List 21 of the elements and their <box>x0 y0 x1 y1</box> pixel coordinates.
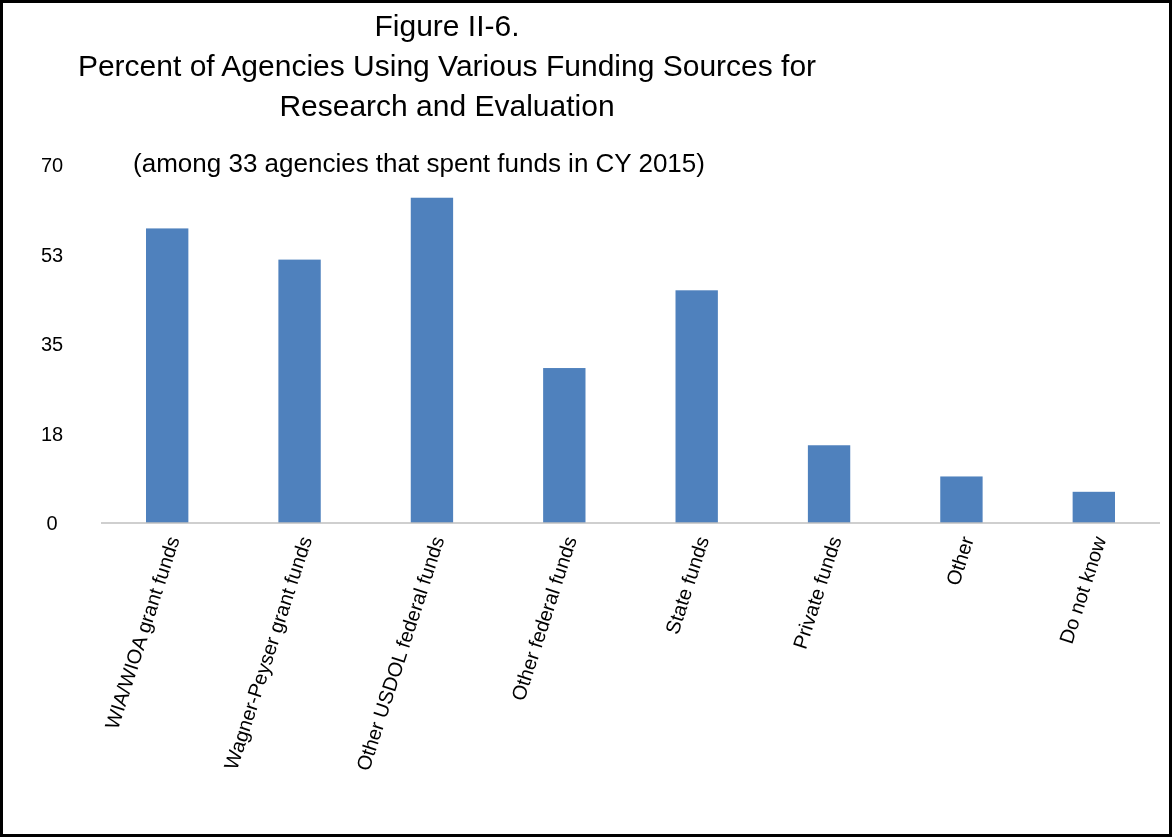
bar <box>1072 491 1115 523</box>
x-tick-label: Private funds <box>788 533 846 652</box>
x-tick-label: Other <box>941 533 978 588</box>
bar <box>807 445 851 523</box>
y-tick-label: 53 <box>40 243 64 266</box>
y-tick-label: 35 <box>40 333 64 355</box>
bar <box>543 368 586 523</box>
y-tick-label: 18 <box>40 422 64 445</box>
x-tick-label: Do not know <box>1055 533 1111 647</box>
x-tick-label: Other federal funds <box>506 533 581 704</box>
bar <box>146 228 189 523</box>
chart-subtitle: (among 33 agencies that spent funds in CY 2015) <box>133 148 705 178</box>
bar <box>410 197 454 523</box>
x-tick-label: Other USDOL federal funds <box>351 533 449 774</box>
chart-title: Figure II-6. Percent of Agencies Using Various Funding Sources for Research and Evaluation <box>77 9 817 122</box>
bar <box>278 259 321 523</box>
y-tick-label: 70 <box>40 154 64 176</box>
x-tick-label: State funds <box>660 533 714 637</box>
bar <box>940 476 983 523</box>
y-tick-label: 0 <box>46 512 58 534</box>
bar <box>675 290 718 523</box>
